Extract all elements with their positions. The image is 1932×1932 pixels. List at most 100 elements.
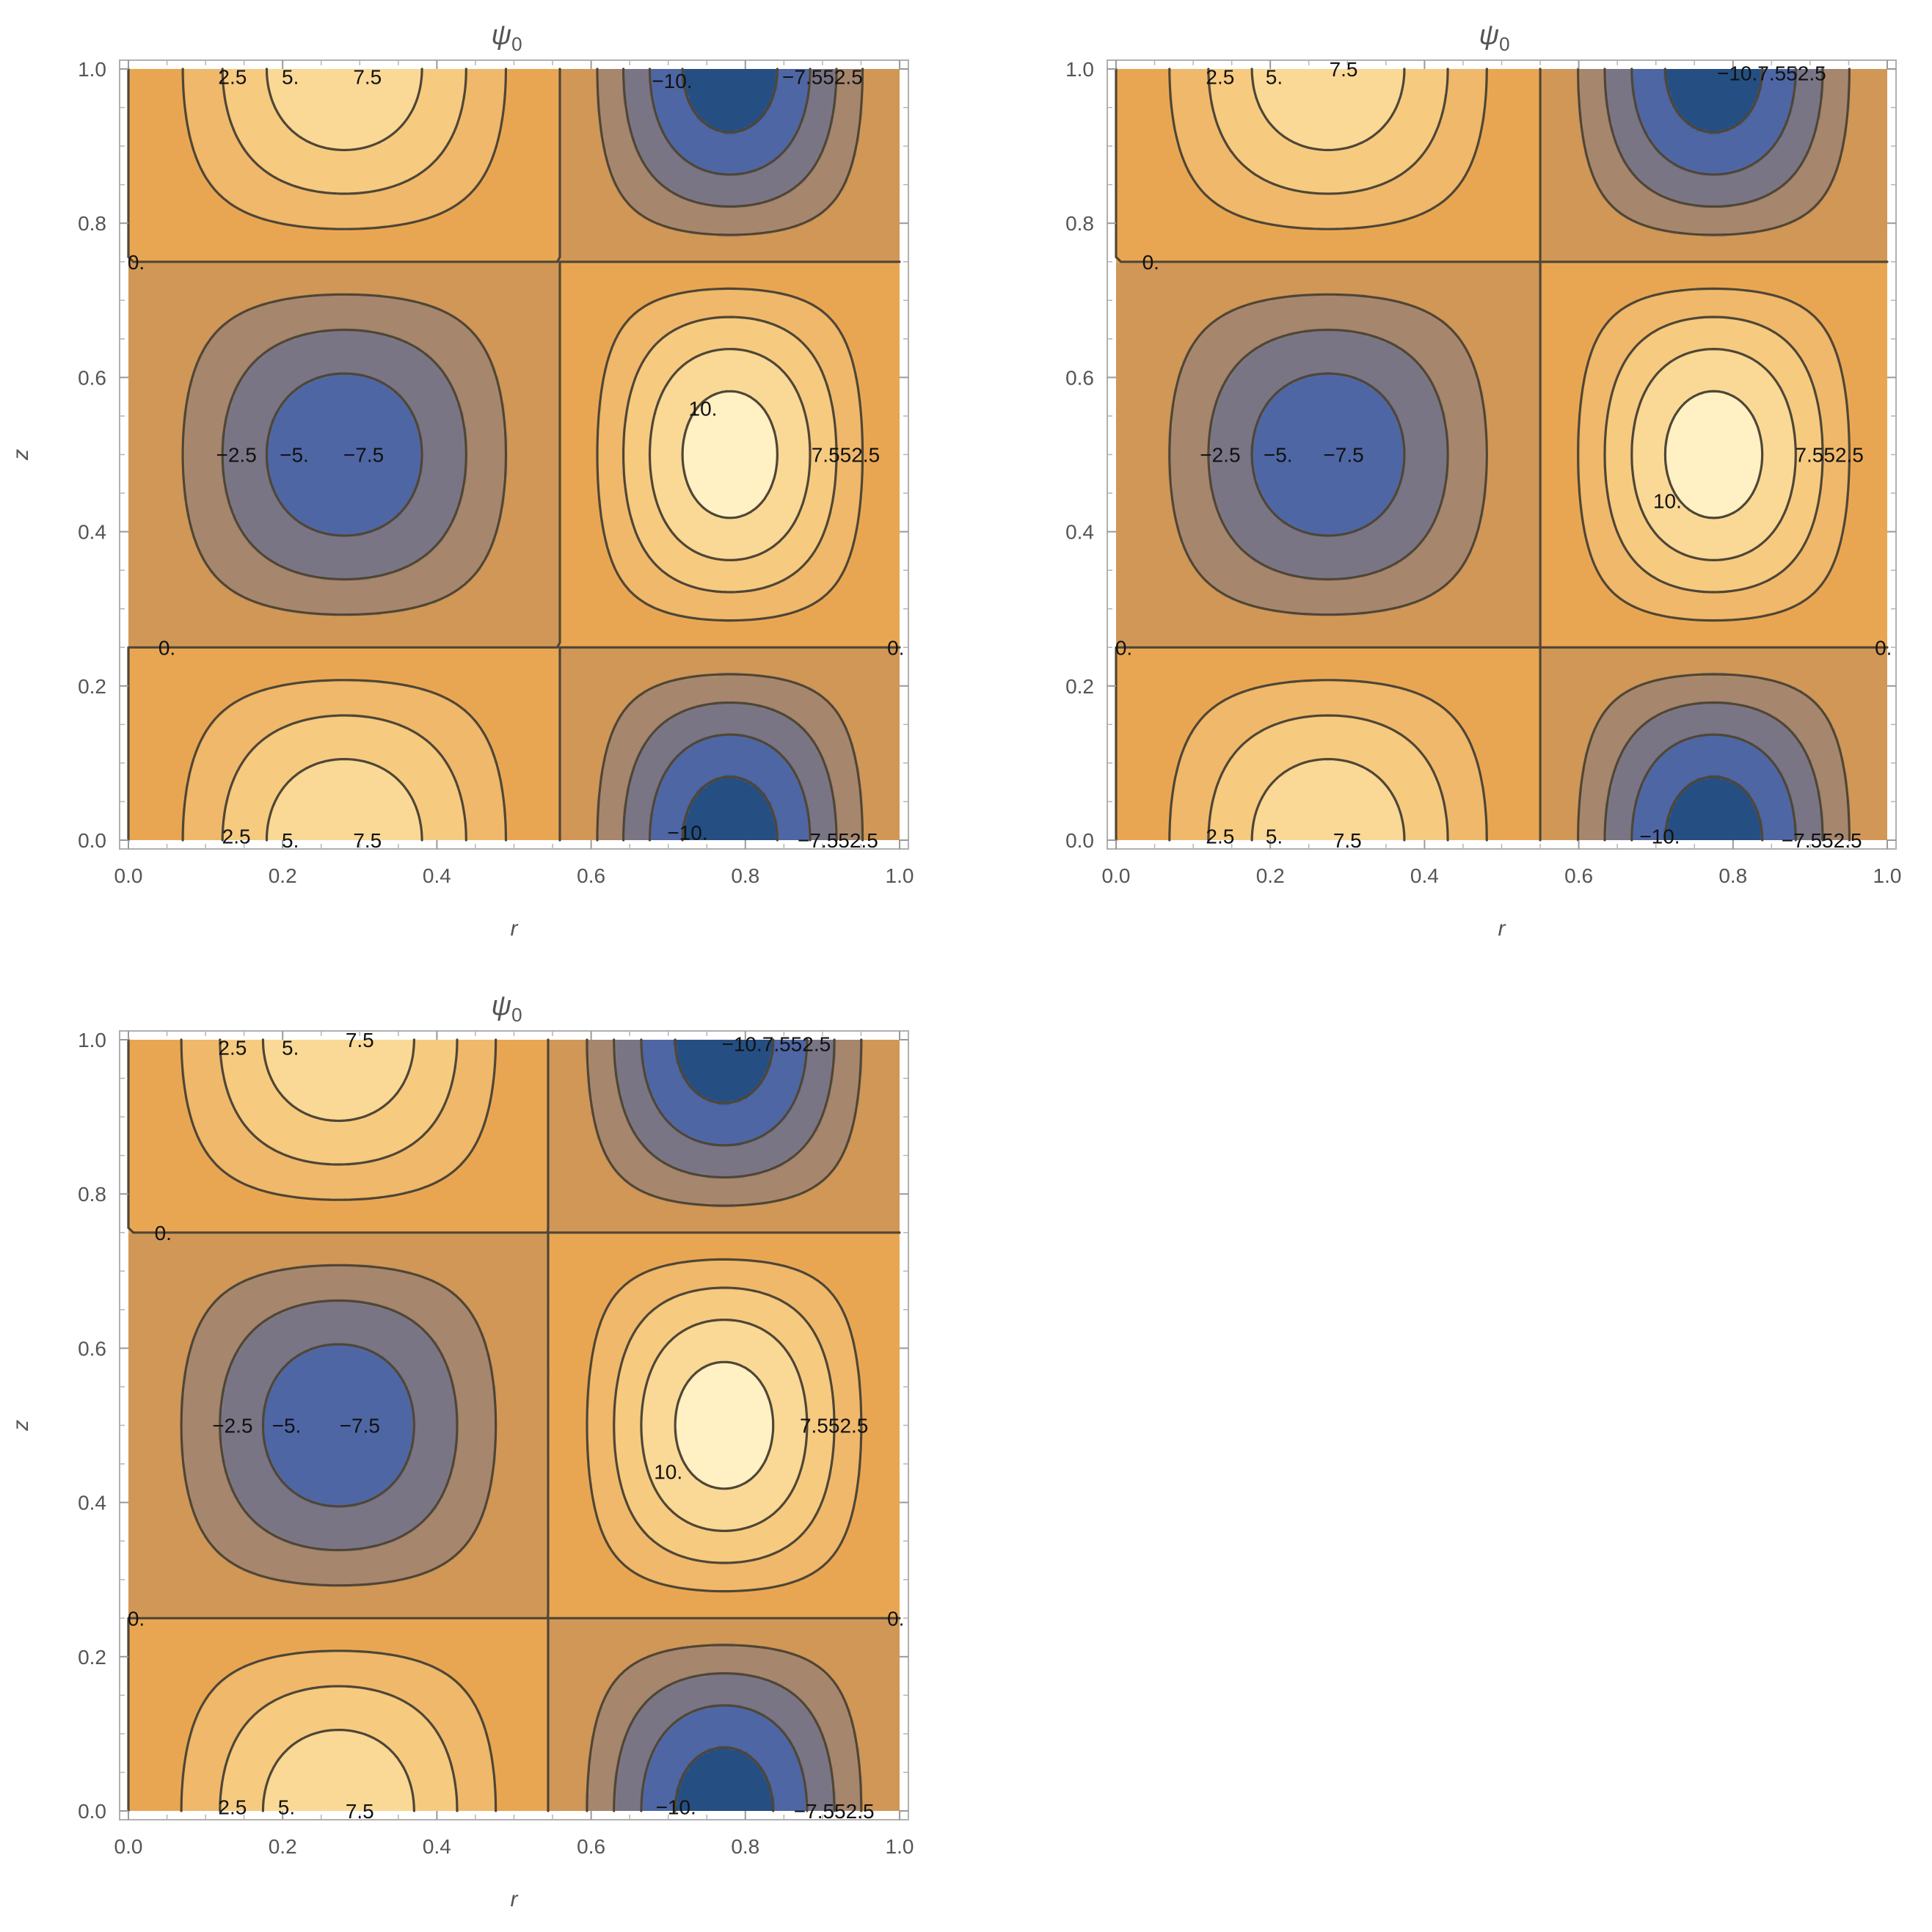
contour-label: −2.5 (1200, 444, 1240, 467)
contour-line-level-neg5 (1207, 68, 1824, 842)
contour-label: 7.5 (346, 1029, 374, 1051)
contour-line-level-2.5 (1168, 68, 1851, 842)
y-tick-label: 0.6 (78, 366, 106, 389)
contour-line-level-2.5 (181, 68, 864, 842)
contour-line-level-0 (127, 68, 901, 842)
contour-line-level-neg7.5 (1250, 68, 1797, 842)
contour-label: −10. (656, 1796, 696, 1819)
contour-label: 0. (1875, 636, 1892, 659)
y-tick-label: 0.4 (78, 521, 106, 544)
contour-line-level-5 (221, 68, 838, 842)
contour-line-level-5 (1207, 68, 1824, 842)
y-tick-label: 0.4 (1065, 521, 1094, 544)
y-tick-label: 0.2 (78, 1646, 106, 1669)
contour-line-level-neg5 (219, 1038, 836, 1812)
contour-label: 2.5 (1206, 825, 1234, 848)
contour-line-level-2.5 (180, 1038, 863, 1812)
contour-label: 2.5 (218, 1037, 247, 1060)
y-tick-label: 0.6 (78, 1337, 106, 1360)
contour-line-level-neg2.5 (1168, 68, 1851, 842)
chart-title-subscript: 0 (1499, 33, 1509, 55)
x-tick-label: 0.8 (1718, 864, 1747, 887)
contour-label: 0. (887, 1607, 904, 1630)
chart-title-main: ψ (1479, 20, 1499, 51)
contour-label: −7.552.5 (798, 829, 878, 852)
y-axis-label: z (9, 449, 33, 461)
contour-label: −7.5 (340, 1415, 380, 1437)
x-tick-label: 0.4 (423, 1835, 451, 1858)
contour-panel-3: 0.0 0.2 0.4 0.6 0.8 1.00.00.20.40.60.81.0rzψ0… (9, 991, 914, 1911)
contour-label: −5. (1264, 444, 1293, 467)
contour-label: 7.552.5 (800, 1415, 868, 1437)
contour-line-level-neg10 (1663, 68, 1764, 842)
contour-label: −10. (652, 70, 692, 92)
y-axis-label: z (9, 1420, 33, 1432)
chart-title-subscript: 0 (511, 1004, 522, 1026)
contour-label: −7.552.5 (1782, 829, 1862, 852)
contour-line-level-10 (674, 1360, 775, 1490)
contour-line-level-7.5 (265, 68, 812, 842)
contour-label: 0. (158, 636, 175, 659)
x-axis-label: r (511, 1887, 519, 1911)
contour-label: 0. (128, 251, 145, 274)
contour-label: −5. (280, 444, 309, 467)
contour-fill (1116, 69, 1887, 840)
contour-label: −2.5 (216, 444, 256, 467)
x-tick-label: 0.0 (114, 1835, 143, 1858)
chart-title: ψ0 (491, 991, 522, 1026)
chart-title: ψ0 (1479, 20, 1509, 55)
x-tick-label: 1.0 (886, 1835, 914, 1858)
contour-label: −7.5 (343, 444, 384, 467)
y-tick-label: 0.4 (78, 1492, 106, 1514)
contour-label: 5. (1266, 825, 1283, 848)
contour-label: 7.5 (1333, 829, 1362, 852)
contour-label: 7.5 (353, 66, 382, 89)
contour-label: −2.5 (212, 1415, 252, 1437)
contour-label: 0. (1115, 636, 1132, 659)
contour-label: 2.5 (218, 1796, 247, 1819)
contour-panel-1: 0.0 0.2 0.4 0.6 0.8 1.00.00.20.40.60.81.0rzψ0… (9, 20, 914, 941)
x-tick-label: 0.2 (269, 1835, 297, 1858)
contour-line-level-neg2.5 (180, 1038, 863, 1812)
contour-line-level-7.5 (1250, 68, 1797, 842)
contour-label: 5. (282, 66, 299, 89)
axis-ticks (120, 60, 908, 849)
contour-label: 0. (887, 636, 904, 659)
y-tick-label: 0.2 (1065, 675, 1094, 698)
contour-label: −10.7.552.5 (721, 1032, 831, 1055)
contour-label: 5. (278, 1796, 295, 1819)
contour-label: 7.5 (353, 829, 382, 852)
x-tick-label: 0.0 (1102, 864, 1131, 887)
contour-label: 5. (282, 1037, 299, 1060)
contour-label: 10. (689, 397, 718, 420)
x-tick-label: 1.0 (1873, 864, 1902, 887)
contour-label: 10. (654, 1461, 682, 1484)
contour-label: 5. (282, 829, 299, 852)
contour-line-level-neg2.5 (181, 68, 864, 842)
contour-label: −7.552.5 (794, 1800, 875, 1823)
contour-label: −5. (272, 1415, 302, 1437)
contour-line-level-0 (1115, 68, 1889, 842)
y-tick-label: 0.0 (78, 1800, 106, 1823)
chart-title-main: ψ (491, 20, 511, 51)
y-tick-label: 1.0 (78, 1029, 106, 1051)
x-tick-label: 0.4 (1410, 864, 1439, 887)
y-tick-label: 0.0 (1065, 829, 1094, 852)
contour-line-level-neg10 (674, 1038, 775, 1812)
y-tick-label: 0.8 (78, 1183, 106, 1206)
x-tick-label: 0.2 (1256, 864, 1285, 887)
x-tick-label: 1.0 (886, 864, 914, 887)
x-tick-label: 0.8 (731, 1835, 759, 1858)
contour-label: −7.552.5 (782, 66, 863, 89)
y-tick-label: 0.8 (1065, 212, 1094, 235)
contour-line-level-10 (1663, 390, 1764, 520)
x-axis-label: r (511, 916, 519, 941)
y-tick-label: 1.0 (1065, 58, 1094, 81)
y-tick-label: 0.0 (78, 829, 106, 852)
chart-title-subscript: 0 (511, 33, 522, 55)
x-tick-label: 0.0 (114, 864, 143, 887)
contour-line-level-neg5 (221, 68, 838, 842)
y-tick-label: 0.8 (78, 212, 106, 235)
contour-label: −7.5 (1323, 444, 1363, 467)
